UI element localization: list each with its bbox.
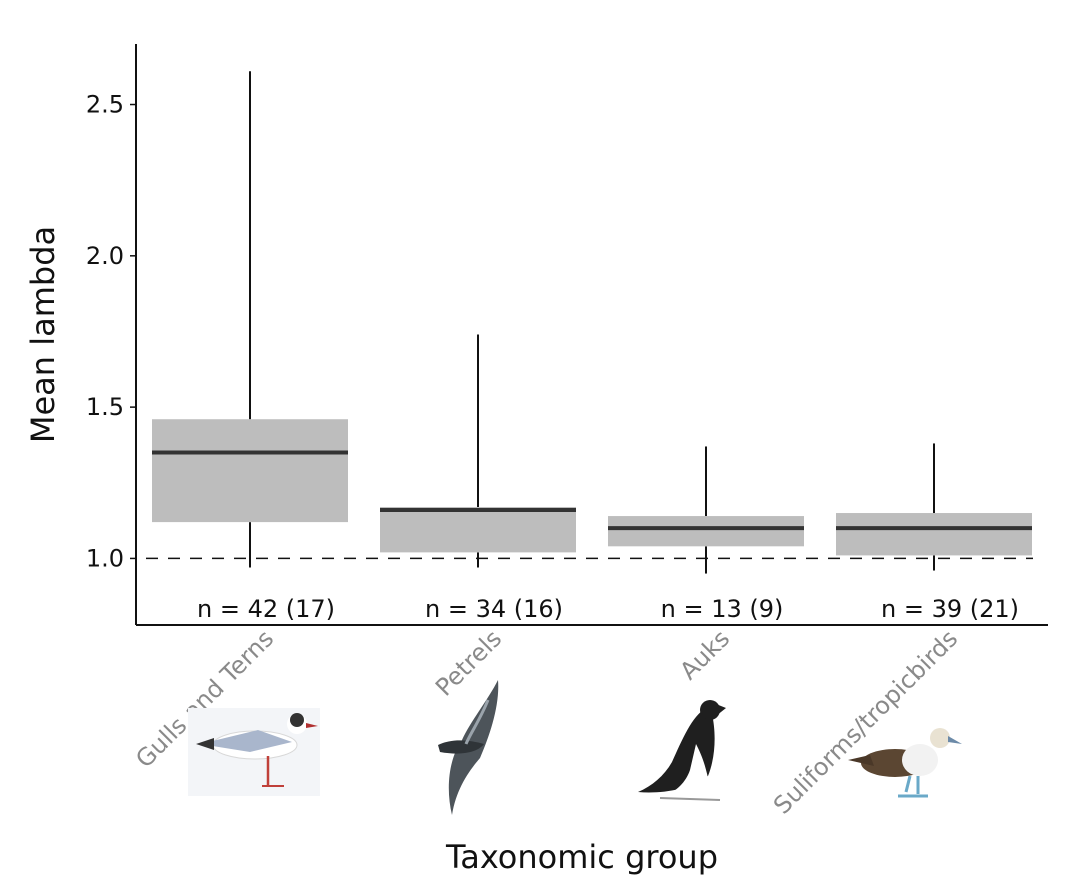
auk-icon [638, 700, 726, 801]
sample-size-label: n = 42 (17) [197, 595, 335, 623]
y-tick-label: 2.0 [86, 242, 124, 270]
y-tick-label: 2.5 [86, 91, 124, 119]
iqr-box [608, 516, 804, 547]
y-tick-label: 1.5 [86, 393, 124, 421]
boxes [152, 71, 1032, 574]
iqr-box [152, 419, 348, 523]
x-category-label: Auks [674, 624, 735, 685]
iqr-box [380, 506, 576, 553]
x-category-label: Suliforms/tropicbirds [768, 624, 963, 819]
y-tick-label: 1.0 [86, 544, 124, 572]
x-axis-title: Taxonomic group [445, 838, 718, 876]
iqr-box [836, 513, 1032, 556]
axes: 1.0 1.5 2.0 2.5 Mean lambda Taxonomic group [24, 44, 1048, 876]
petrel-icon [438, 680, 499, 815]
sample-size-label: n = 13 (9) [661, 595, 784, 623]
sample-size-label: n = 39 (21) [881, 595, 1019, 623]
booby-icon [848, 728, 962, 798]
gull-icon [188, 708, 320, 796]
y-axis-title: Mean lambda [24, 226, 62, 443]
sample-size-label: n = 34 (16) [425, 595, 563, 623]
